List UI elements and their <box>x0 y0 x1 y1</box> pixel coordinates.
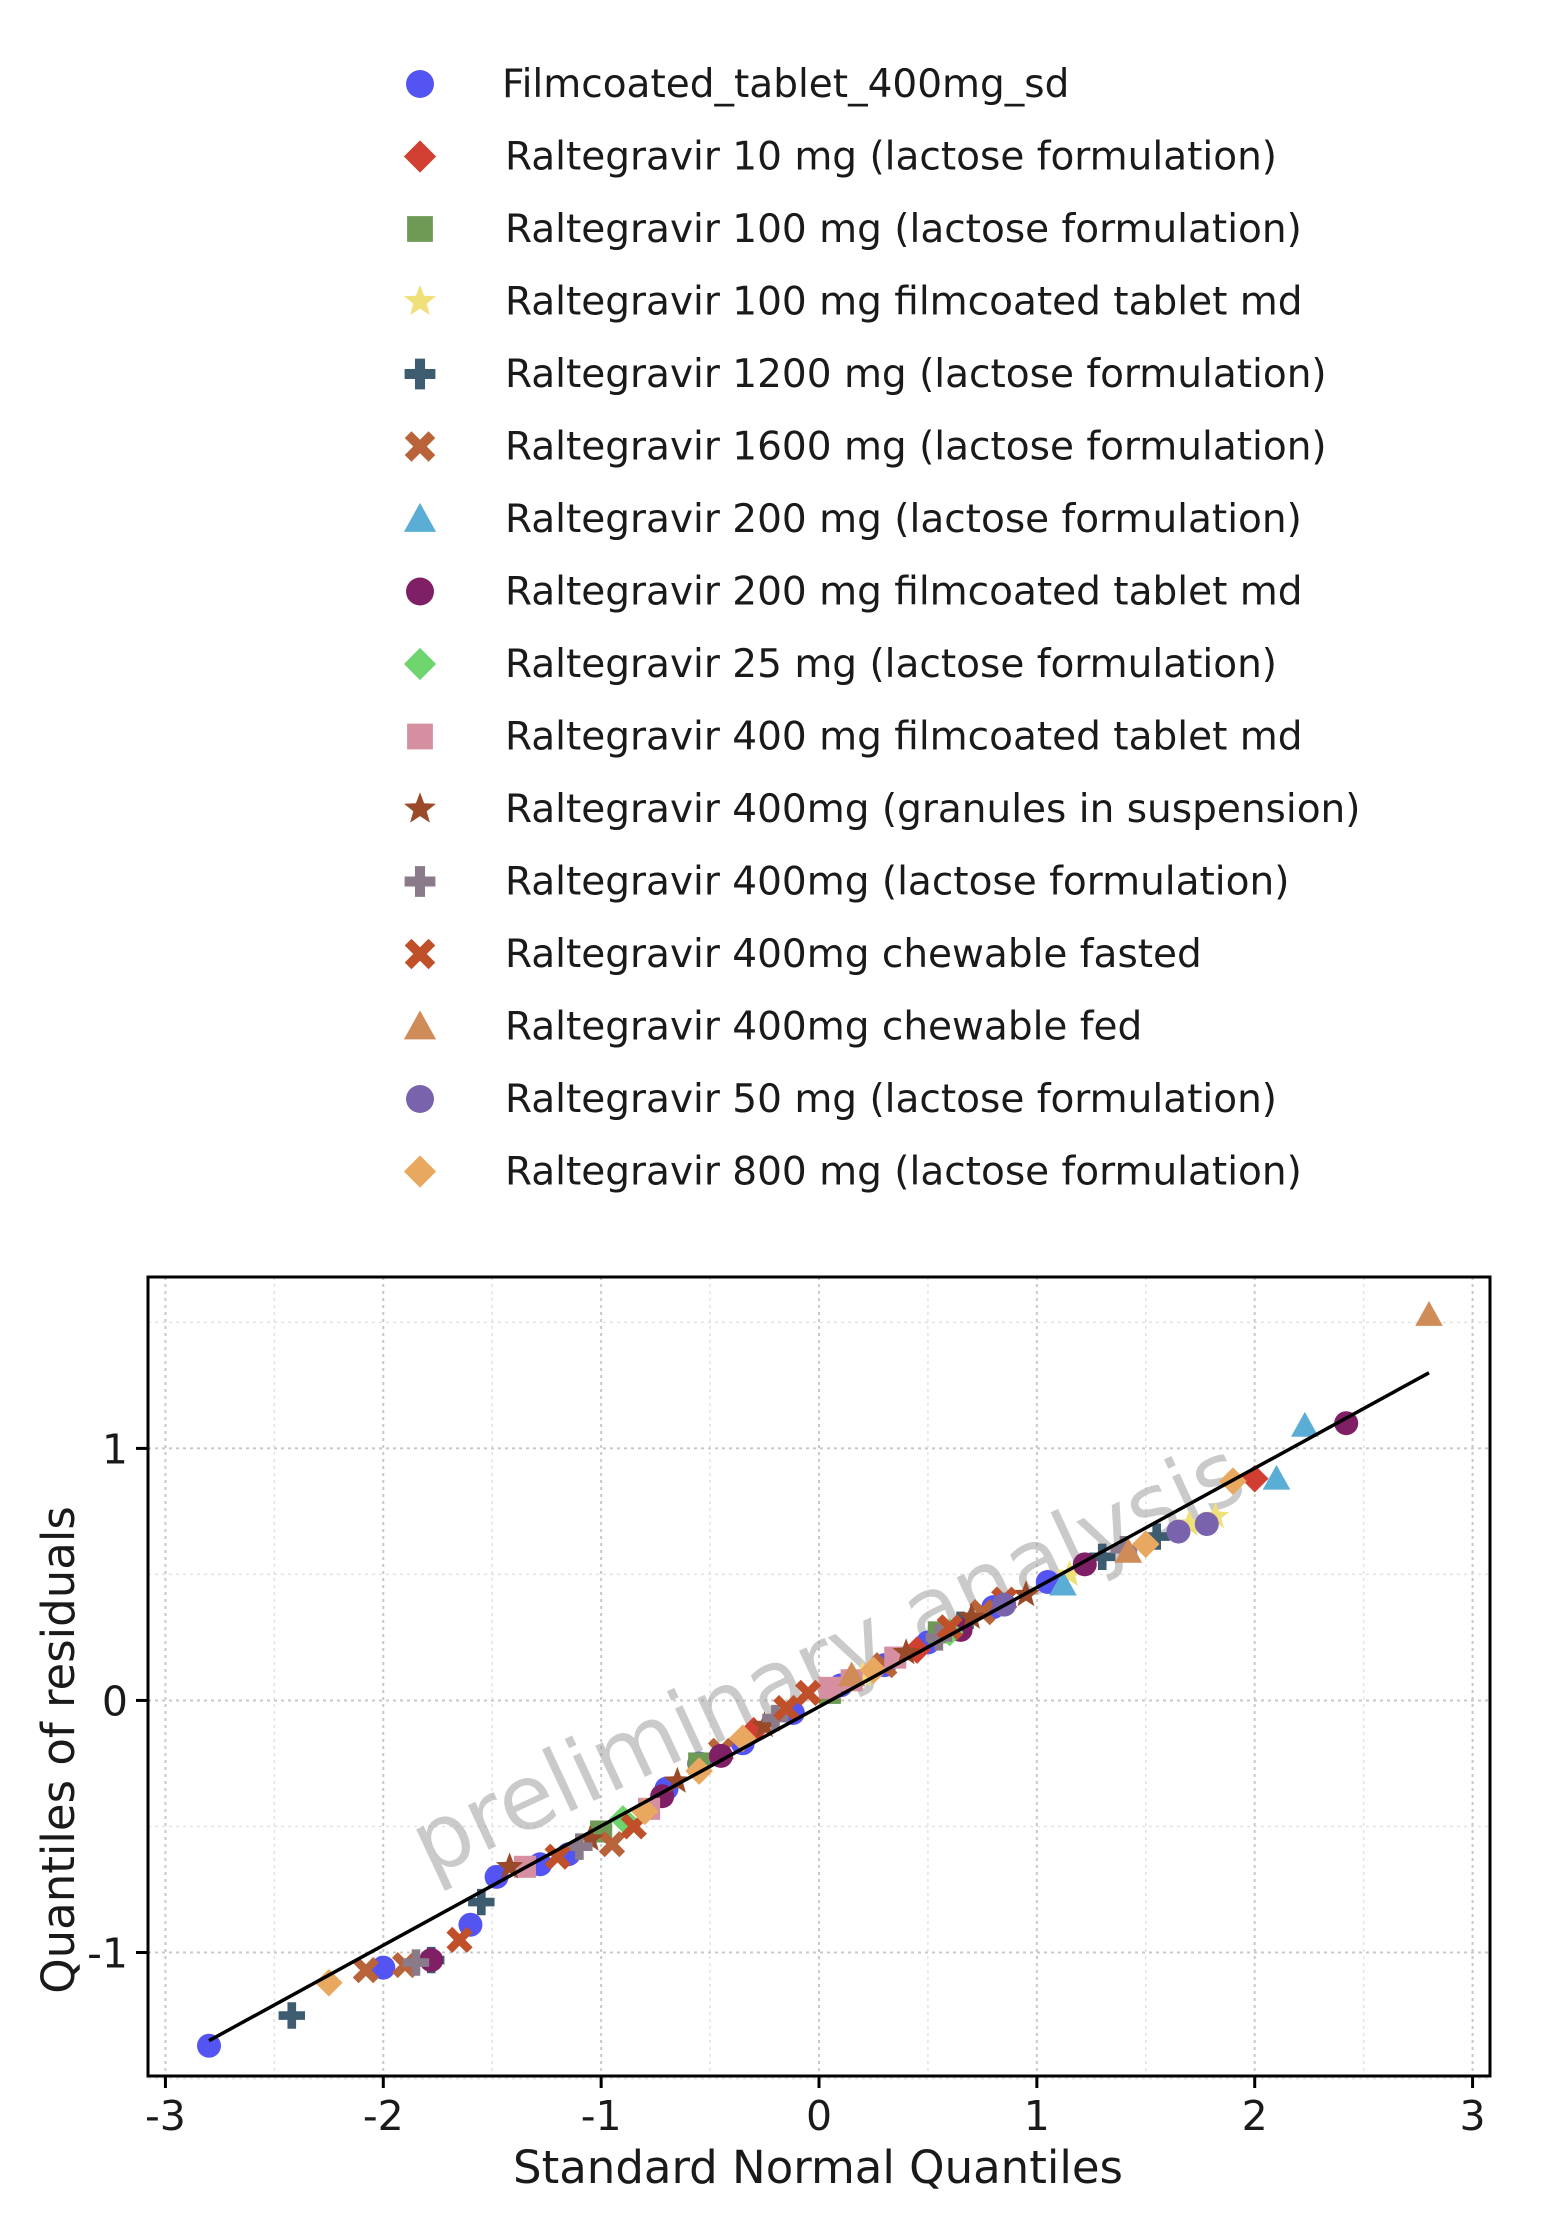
legend-marker-5 <box>404 358 436 390</box>
data-point-s15-3 <box>1194 1512 1219 1537</box>
legend-label-10: Raltegravir 400 mg filmcoated tablet md <box>505 715 1303 760</box>
data-point-s13-4 <box>773 1694 800 1722</box>
data-point-s13-6 <box>936 1614 963 1641</box>
data-point-s4-4 <box>1201 1502 1230 1529</box>
data-point-s6-1 <box>352 1957 379 1984</box>
legend-label-13: Raltegravir 400mg chewable fasted <box>505 932 1202 977</box>
data-point-s10-3 <box>818 1676 841 1699</box>
data-point-s11-3 <box>663 1766 692 1793</box>
x-tick-label: 0 <box>806 2092 832 2140</box>
data-point-s4-2 <box>1055 1560 1084 1587</box>
data-point-s14-2 <box>1114 1537 1143 1563</box>
data-point-s7-1 <box>1049 1570 1077 1596</box>
data-point-s13-1 <box>446 1926 473 1953</box>
legend-label-14: Raltegravir 400mg chewable fed <box>505 1005 1142 1050</box>
data-point-s6-3 <box>598 1831 626 1858</box>
legend-marker-10 <box>407 723 433 750</box>
legend-marker-8 <box>406 577 434 606</box>
data-point-s14-1 <box>837 1661 866 1687</box>
x-tick-label: 2 <box>1242 2092 1268 2140</box>
data-point-s16-6 <box>1131 1530 1160 1558</box>
legend-label-3: Raltegravir 100 mg (lactose formulation) <box>505 207 1302 252</box>
legend-marker-14 <box>403 1010 437 1040</box>
data-point-s5-1 <box>278 2002 305 2029</box>
y-tick-label: -1 <box>87 1929 128 1977</box>
data-point-s13-5 <box>795 1679 822 1706</box>
y-tick-label: 0 <box>102 1677 128 1725</box>
data-point-s11-2 <box>576 1824 604 1851</box>
legend-marker-4 <box>404 284 436 316</box>
data-point-s11-5 <box>892 1638 920 1665</box>
data-point-s11-4 <box>750 1711 779 1738</box>
x-tick-label: 1 <box>1024 2092 1050 2140</box>
data-point-s11-1 <box>495 1852 524 1879</box>
legend-label-5: Raltegravir 1200 mg (lactose formulation… <box>505 352 1327 397</box>
legend-marker-3 <box>407 216 433 242</box>
x-tick-label: -1 <box>581 2092 622 2140</box>
legend-marker-2 <box>403 140 437 173</box>
legend-marker-1 <box>406 70 434 98</box>
data-point-s12-1 <box>402 1949 430 1976</box>
legend-marker-9 <box>403 647 437 681</box>
x-axis-title: Standard Normal Quantiles <box>513 2141 1123 2194</box>
legend-label-7: Raltegravir 200 mg (lactose formulation) <box>505 497 1302 542</box>
legend-label-1: Filmcoated_tablet_400mg_sd <box>502 62 1069 107</box>
data-point-s7-2 <box>1262 1464 1291 1490</box>
legend-label-9: Raltegravir 25 mg (lactose formulation) <box>505 642 1277 687</box>
legend-marker-16 <box>403 1155 437 1188</box>
legend-marker-6 <box>404 431 436 462</box>
legend-label-11: Raltegravir 400mg (granules in suspensio… <box>505 787 1361 832</box>
data-point-s4-3 <box>1175 1509 1204 1536</box>
legend-label-16: Raltegravir 800 mg (lactose formulation) <box>505 1150 1302 1195</box>
data-point-s12-3 <box>762 1704 789 1732</box>
data-points <box>197 1301 1443 2058</box>
legend-label-12: Raltegravir 400mg (lactose formulation) <box>505 860 1289 905</box>
legend-label-4: Raltegravir 100 mg filmcoated tablet md <box>505 280 1303 325</box>
legend-label-2: Raltegravir 10 mg (lactose formulation) <box>505 135 1277 180</box>
legend-marker-7 <box>403 502 437 532</box>
legend-label-6: Raltegravir 1600 mg (lactose formulation… <box>505 425 1327 470</box>
x-tick-label: -3 <box>145 2092 186 2140</box>
y-axis-title: Quantiles of residuals <box>32 1506 85 1994</box>
watermark-text: preliminary analysis <box>395 1419 1260 1897</box>
x-tick-label: 3 <box>1460 2092 1486 2140</box>
data-point-s14-3 <box>1415 1301 1443 1326</box>
legend-label-15: Raltegravir 50 mg (lactose formulation) <box>505 1077 1277 1122</box>
qq-reference-line <box>208 1371 1430 2043</box>
legend-marker-11 <box>404 792 436 823</box>
data-point-s13-2 <box>544 1843 571 1870</box>
grid <box>148 1277 1490 2080</box>
legend-label-8: Raltegravir 200 mg filmcoated tablet md <box>505 570 1303 615</box>
data-point-s1-4 <box>484 1864 509 1889</box>
data-point-s16-5 <box>859 1656 888 1684</box>
legend-marker-15 <box>406 1085 434 1113</box>
legend: Filmcoated_tablet_400mg_sd Raltegravir 10… <box>403 62 1361 1195</box>
axes: -3 -2 -1 0 1 2 3 -1 0 1 <box>87 1275 1492 2140</box>
data-point-s16-1 <box>315 1968 343 1997</box>
y-tick-label: 1 <box>102 1425 128 1473</box>
x-tick-label: -2 <box>363 2092 404 2140</box>
data-point-s7-3 <box>1291 1411 1319 1437</box>
data-point-s15-2 <box>1166 1519 1191 1544</box>
data-point-s1-1 <box>197 2033 221 2058</box>
data-point-s8-6 <box>1334 1411 1359 1436</box>
legend-marker-13 <box>404 938 436 970</box>
legend-marker-12 <box>404 866 436 897</box>
data-point-s16-4 <box>728 1724 757 1753</box>
data-point-s11-6 <box>957 1602 986 1629</box>
